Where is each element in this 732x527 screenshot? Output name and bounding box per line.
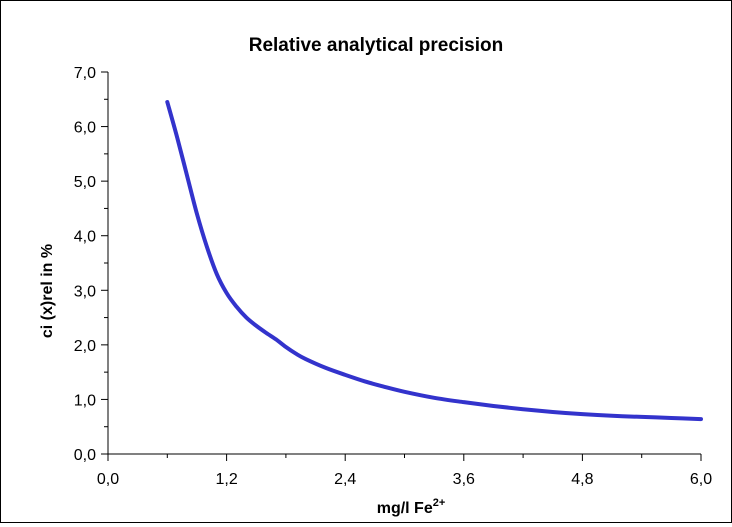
chart-title: Relative analytical precision	[249, 35, 504, 56]
precision-curve	[167, 102, 701, 419]
y-tick-label: 2,0	[74, 338, 96, 355]
x-tick-label: 3,6	[453, 471, 475, 488]
y-tick-label: 7,0	[74, 65, 96, 82]
x-tick-label: 2,4	[334, 471, 356, 488]
y-tick-label: 1,0	[74, 392, 96, 409]
x-tick-label: 1,2	[215, 471, 237, 488]
plot-area: 0,0 1,0 2,0 3,0 4,0 5,0 6,0 7,0 0,0 1,2 2,4 3,6 4,8 6…	[74, 65, 712, 488]
x-axis-label-superscript: 2+	[433, 497, 446, 509]
y-tick-label: 3,0	[74, 283, 96, 300]
y-tick-label: 4,0	[74, 229, 96, 246]
x-tick-label: 6,0	[690, 471, 712, 488]
x-axis-label-base: mg/l Fe	[377, 500, 433, 517]
x-tick-label: 4,8	[571, 471, 593, 488]
y-axis-label: ci (x)rel in %	[39, 244, 56, 338]
y-tick-label: 5,0	[74, 174, 96, 191]
y-tick-label: 6,0	[74, 120, 96, 137]
x-tick-label: 0,0	[97, 471, 119, 488]
y-tick-label: 0,0	[74, 447, 96, 464]
x-axis-label: mg/l Fe2+	[377, 497, 446, 517]
